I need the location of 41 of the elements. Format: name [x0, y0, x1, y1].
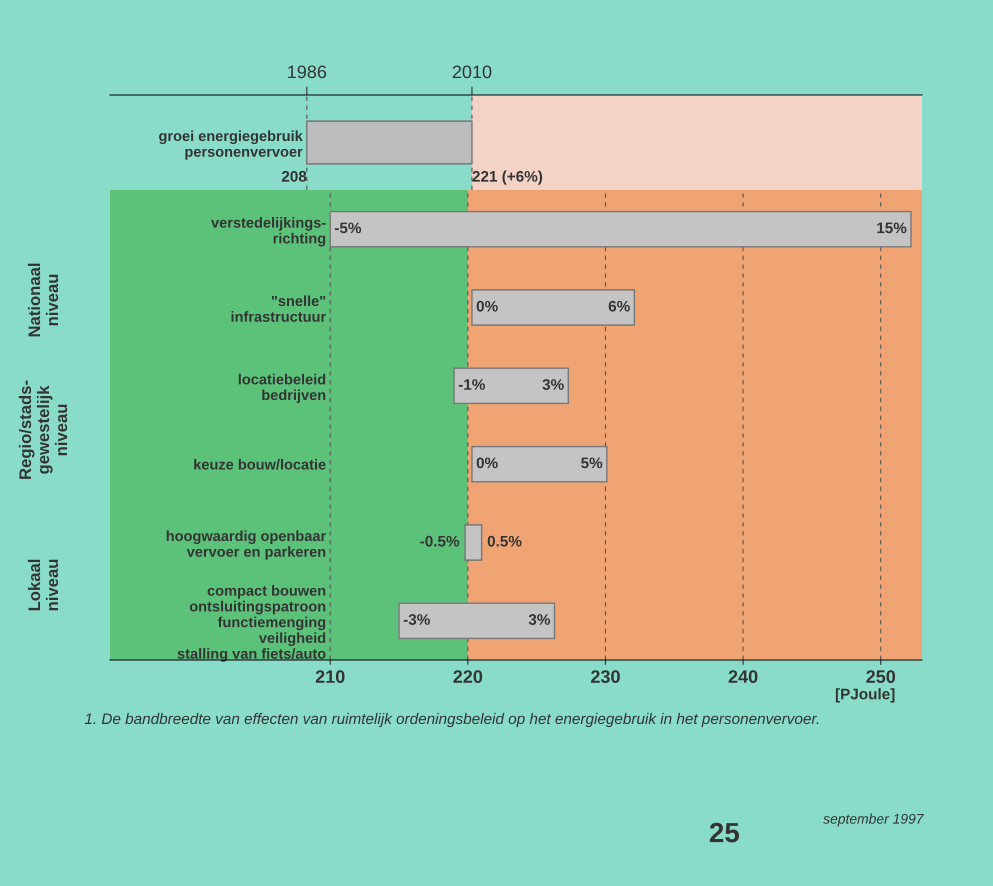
- y-tick-label: hoogwaardig openbaar vervoer en parkeren: [166, 530, 326, 560]
- y-tick-label: compact bouwen ontsluitingspatroon functiemenging veiligheid stalling van fiets/auto: [178, 585, 326, 662]
- annotation: 3%: [542, 379, 564, 390]
- annotation: 208: [282, 170, 306, 182]
- text: 1. De bandbreedte van effecten van ruimtelijk ordeningsbeleid op het energiegebruik in het personenvervoer.: [84, 712, 818, 728]
- x-tick-label: 220: [453, 670, 482, 683]
- annotation: -0.5%: [420, 536, 460, 547]
- bar: [471, 446, 608, 482]
- annotation: -1%: [458, 379, 485, 390]
- x-tick-label: 240: [728, 670, 758, 683]
- annotation: 3%: [528, 614, 550, 625]
- annotation: -5%: [334, 222, 362, 234]
- y-tick-label: groei energiegebruik personenvervoer: [159, 130, 303, 160]
- bar: [453, 368, 569, 404]
- x-tick-label: 2010: [452, 65, 492, 78]
- annotation: 6%: [608, 300, 630, 312]
- text: 25: [710, 822, 740, 842]
- x-tick-label: 210: [316, 670, 345, 683]
- text: Lokaal niveau: [28, 560, 58, 610]
- bar: [464, 524, 482, 561]
- bar: [398, 602, 556, 640]
- annotation: 0%: [476, 300, 498, 312]
- y-tick-label: locatiebeleid bedrijven: [238, 374, 326, 404]
- text: Regio/stads- gewestelijk niveau: [18, 380, 68, 479]
- x-tick-label: 1986: [288, 65, 326, 78]
- x-axis-title: [PJoule]: [836, 688, 894, 702]
- annotation: 15%: [877, 222, 906, 234]
- text: Nationaal niveau: [28, 264, 58, 336]
- annotation: -3%: [404, 614, 430, 625]
- y-tick-label: keuze bouw/locatie: [194, 458, 326, 470]
- annotation: 221 (+6%): [472, 170, 542, 185]
- annotation: 0%: [476, 457, 498, 468]
- y-tick-label: "snelle" infrastructuur: [232, 295, 326, 322]
- x-tick-label: 230: [591, 670, 620, 684]
- x-tick-label: 250: [866, 670, 896, 683]
- bar: [471, 289, 636, 326]
- text: september 1997: [823, 814, 924, 826]
- annotation: 5%: [581, 457, 602, 468]
- annotation: 0.5%: [488, 536, 522, 547]
- bar: [330, 210, 912, 248]
- y-tick-label: verstedelijkings- richting: [211, 217, 326, 246]
